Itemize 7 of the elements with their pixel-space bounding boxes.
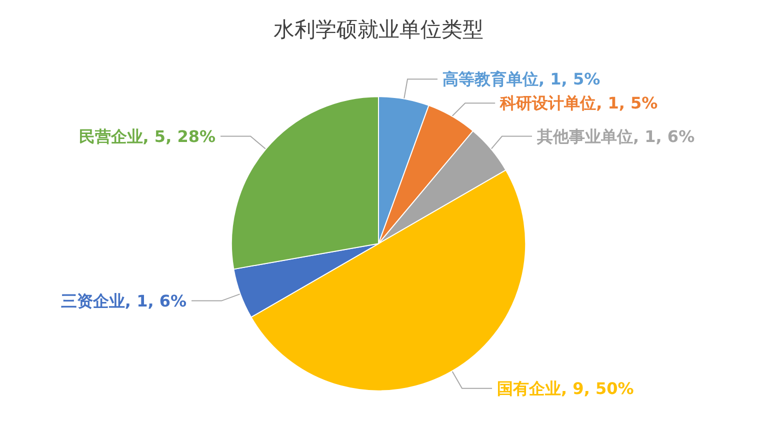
slice-label: 国有企业, 9, 50% bbox=[497, 378, 634, 398]
slice-label: 科研设计单位, 1, 5% bbox=[499, 94, 658, 113]
slice-label: 其他事业单位, 1, 6% bbox=[536, 126, 695, 146]
slice-label: 民营企业, 5, 28% bbox=[78, 126, 216, 146]
slice-label: 三资企业, 1, 6% bbox=[60, 291, 187, 310]
slice-label: 高等教育单位, 1, 5% bbox=[442, 70, 600, 89]
chart-title: 水利学硕就业单位类型 bbox=[274, 18, 484, 42]
